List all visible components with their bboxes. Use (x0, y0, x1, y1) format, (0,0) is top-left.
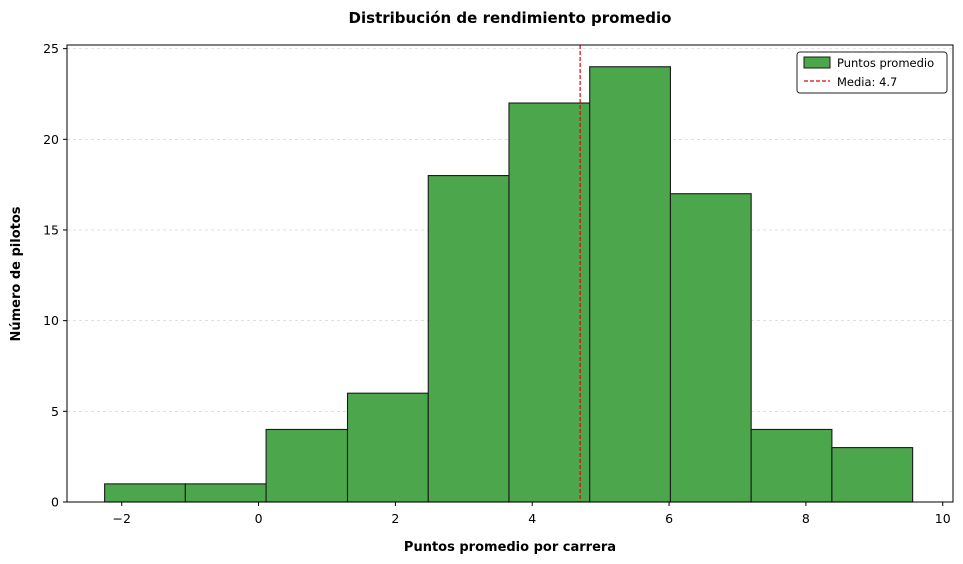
x-tick-label: 8 (802, 511, 810, 526)
x-axis-ticks: −2 0 2 4 6 8 10 (113, 502, 951, 526)
legend-label-puntos-promedio: Puntos promedio (837, 56, 934, 70)
legend: Puntos promedio Media: 4.7 (796, 51, 948, 94)
histogram-bar (589, 66, 671, 503)
histogram-bar (427, 175, 510, 503)
histogram-bar (508, 102, 591, 503)
chart-title: Distribución de rendimiento promedio (349, 9, 672, 27)
x-tick-label: 2 (391, 511, 399, 526)
x-tick-label: 10 (935, 511, 951, 526)
legend-swatch-puntos-promedio (803, 56, 831, 69)
histogram-bar (669, 193, 752, 503)
plot-frame (66, 44, 954, 503)
legend-frame (796, 51, 948, 94)
legend-label-media: Media: 4.7 (837, 75, 897, 89)
x-tick-label: 6 (665, 511, 673, 526)
y-tick-label: 0 (51, 495, 59, 510)
histogram-bar (750, 428, 833, 503)
y-tick-label: 15 (43, 222, 59, 237)
x-tick-label: 4 (528, 511, 536, 526)
histogram-bar (265, 428, 349, 503)
histogram-bar (346, 392, 429, 503)
y-tick-label: 5 (51, 404, 59, 419)
y-axis-label: Número de pilotos (9, 206, 24, 341)
x-axis-label: Puntos promedio por carrera (404, 540, 616, 555)
y-tick-label: 10 (43, 313, 59, 328)
y-axis-ticks: 0 5 10 15 20 25 (43, 41, 67, 510)
histogram-bar (104, 483, 186, 503)
histogram-bars (104, 66, 914, 503)
histogram-bar (831, 447, 914, 503)
grid-lines (67, 48, 953, 412)
x-tick-label: −2 (113, 511, 131, 526)
y-tick-label: 25 (43, 41, 59, 56)
y-tick-label: 20 (43, 132, 59, 147)
x-tick-label: 0 (255, 511, 263, 526)
histogram-bar (184, 483, 267, 503)
